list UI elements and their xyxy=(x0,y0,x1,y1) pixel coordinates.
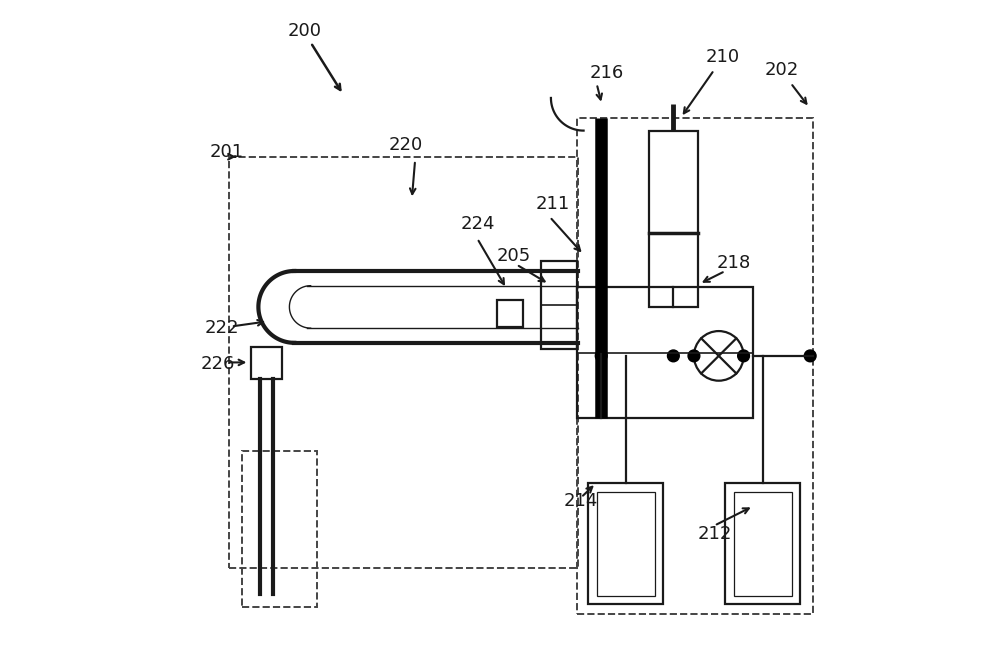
Bar xyxy=(597,492,655,596)
Bar xyxy=(577,118,813,614)
Text: 202: 202 xyxy=(764,61,799,79)
Bar xyxy=(725,483,800,604)
Text: 220: 220 xyxy=(389,136,423,154)
Bar xyxy=(497,300,523,326)
Text: 212: 212 xyxy=(697,525,732,543)
Bar xyxy=(588,483,663,604)
Bar xyxy=(541,261,577,349)
Circle shape xyxy=(738,350,749,362)
Text: 218: 218 xyxy=(717,254,751,272)
Text: 210: 210 xyxy=(706,48,740,66)
Circle shape xyxy=(595,350,607,362)
Text: 216: 216 xyxy=(590,65,624,82)
Bar xyxy=(251,347,282,379)
Circle shape xyxy=(804,350,816,362)
Bar xyxy=(577,287,753,418)
Text: 222: 222 xyxy=(205,319,239,337)
Bar xyxy=(734,492,792,596)
Bar xyxy=(242,451,317,607)
Circle shape xyxy=(688,350,700,362)
Text: 226: 226 xyxy=(201,355,235,373)
Text: 211: 211 xyxy=(536,195,570,213)
Bar xyxy=(229,157,578,568)
Text: 200: 200 xyxy=(288,22,322,40)
Text: 224: 224 xyxy=(461,215,495,232)
Circle shape xyxy=(667,350,679,362)
Text: 205: 205 xyxy=(497,247,531,265)
Bar xyxy=(649,131,698,307)
Text: 214: 214 xyxy=(564,492,598,510)
Text: 201: 201 xyxy=(209,143,244,161)
